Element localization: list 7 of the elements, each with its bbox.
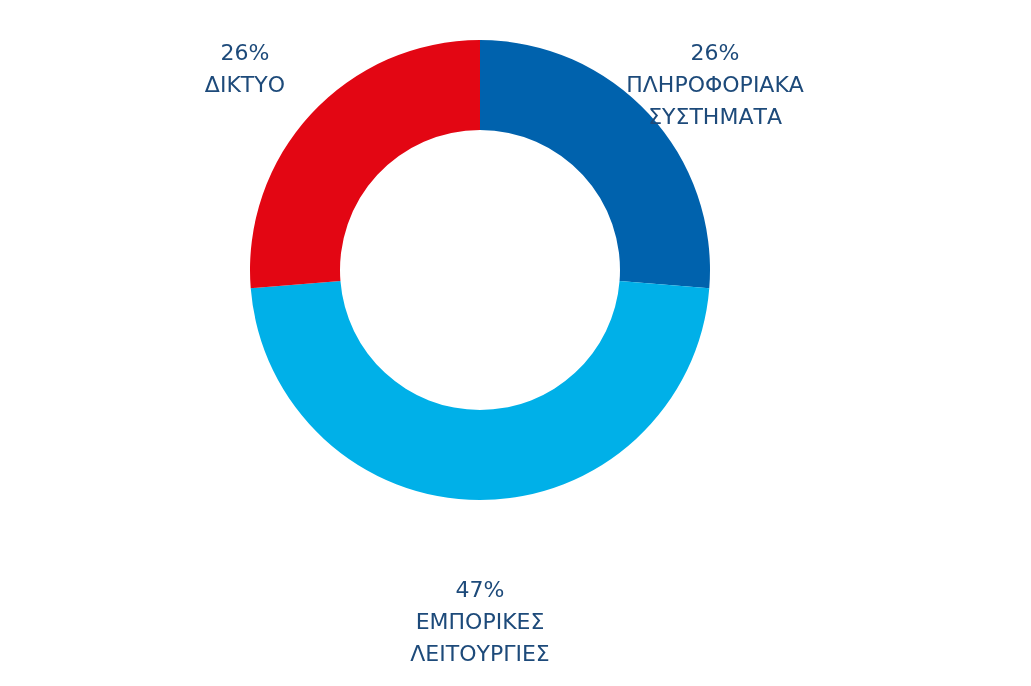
data-label: 47% [455, 577, 505, 602]
data-label: 26% [690, 39, 740, 65]
slice-label: ΠΛΗΡΟΦΟΡΙΑΚΑ ΣΥΣΤΗΜΑΤΑ [626, 71, 804, 129]
slice-label: ΔΙΚΤΥΟ [204, 71, 286, 97]
donut-slice [250, 281, 710, 500]
slice-label: ΕΜΠΟΡΙΚΕΣ ΛΕΙΤΟΥΡΓΙΕΣ [410, 609, 550, 666]
data-label: 26% [220, 39, 270, 65]
